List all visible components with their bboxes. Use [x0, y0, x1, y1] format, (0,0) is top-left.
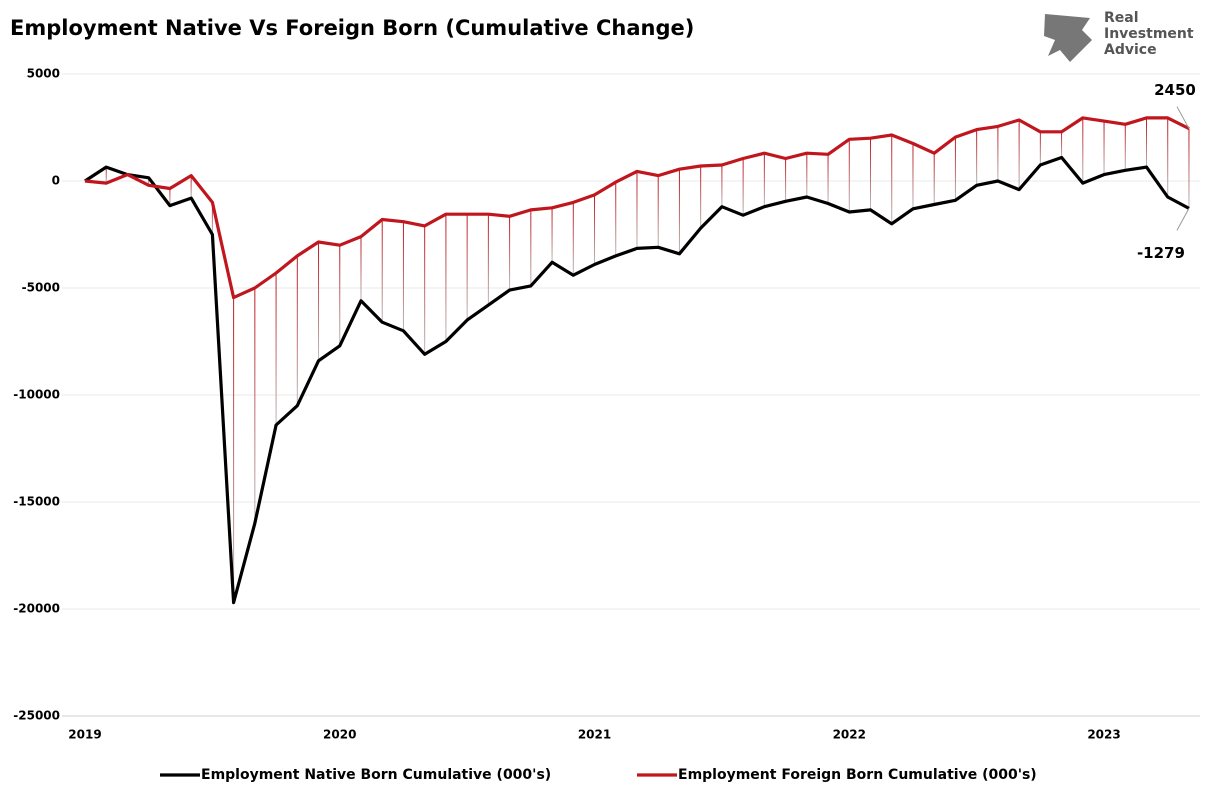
connector [572, 202, 574, 276]
connector [1188, 128, 1190, 209]
connector [445, 214, 447, 342]
connector [827, 154, 829, 204]
series-line [84, 155, 1190, 605]
connector [806, 153, 808, 198]
label-leader [1176, 106, 1190, 129]
logo-text: Advice [1104, 42, 1157, 58]
label-leader [1176, 208, 1190, 231]
connector [318, 241, 320, 361]
x-tick-label: 2022 [833, 728, 866, 742]
y-tick-label: -25000 [13, 709, 60, 723]
connector [360, 236, 362, 301]
connector [1082, 117, 1084, 184]
connector [1146, 117, 1147, 168]
connector [870, 138, 872, 210]
logo-text: Investment [1104, 26, 1194, 42]
connector [148, 177, 150, 186]
x-tick-label: 2021 [578, 728, 611, 742]
connector [997, 126, 999, 181]
connector [169, 188, 171, 206]
connector [700, 166, 702, 229]
connector [487, 214, 489, 306]
connector [381, 219, 383, 323]
connector [615, 182, 617, 256]
connector [105, 167, 107, 184]
logo-icon [1044, 14, 1092, 62]
x-tick-label: 2020 [323, 728, 356, 742]
connector [466, 214, 468, 321]
connector [636, 171, 638, 249]
connector [424, 225, 426, 355]
y-tick-label: 0 [52, 174, 60, 188]
connector [551, 207, 553, 263]
series-line [84, 116, 1190, 300]
data-label: -1279 [1137, 244, 1185, 262]
chart-title: Employment Native Vs Foreign Born (Cumul… [10, 16, 694, 40]
connector [1124, 124, 1126, 171]
connector [275, 273, 277, 425]
y-tick-label: -5000 [22, 281, 60, 295]
connector [848, 139, 850, 213]
connector [1167, 117, 1169, 198]
y-tick-label: -20000 [13, 602, 60, 616]
connector [530, 209, 532, 286]
connector [402, 221, 404, 331]
connector [296, 255, 298, 406]
connector [190, 175, 192, 199]
y-tick-label: 5000 [27, 67, 60, 81]
connector [339, 245, 341, 346]
logo-text: Real [1104, 10, 1139, 26]
x-tick-label: 2023 [1087, 728, 1120, 742]
connector [976, 129, 978, 186]
y-tick-label: -15000 [13, 495, 60, 509]
connector [1103, 121, 1105, 175]
connector [954, 137, 956, 201]
connector [721, 164, 723, 207]
connector [912, 143, 914, 209]
connector [254, 288, 256, 524]
connector [233, 297, 235, 603]
logo: Real Investment Advice [1044, 10, 1194, 62]
connector [509, 216, 511, 291]
data-label: 2450 [1154, 81, 1196, 99]
x-tick-label: 2019 [68, 728, 101, 742]
legend-label: Employment Native Born Cumulative (000's… [201, 767, 551, 783]
connector [763, 153, 765, 207]
connector [891, 134, 893, 224]
connector [1061, 131, 1063, 158]
connector [742, 158, 744, 216]
y-tick-label: -10000 [13, 388, 60, 402]
connector [678, 169, 680, 254]
connector [1039, 131, 1041, 165]
connector [785, 158, 787, 202]
connector [657, 175, 659, 248]
legend-label: Employment Foreign Born Cumulative (000'… [678, 767, 1037, 783]
connector [1018, 120, 1020, 190]
connector [211, 202, 213, 235]
connector [594, 194, 596, 265]
connector [933, 153, 935, 205]
